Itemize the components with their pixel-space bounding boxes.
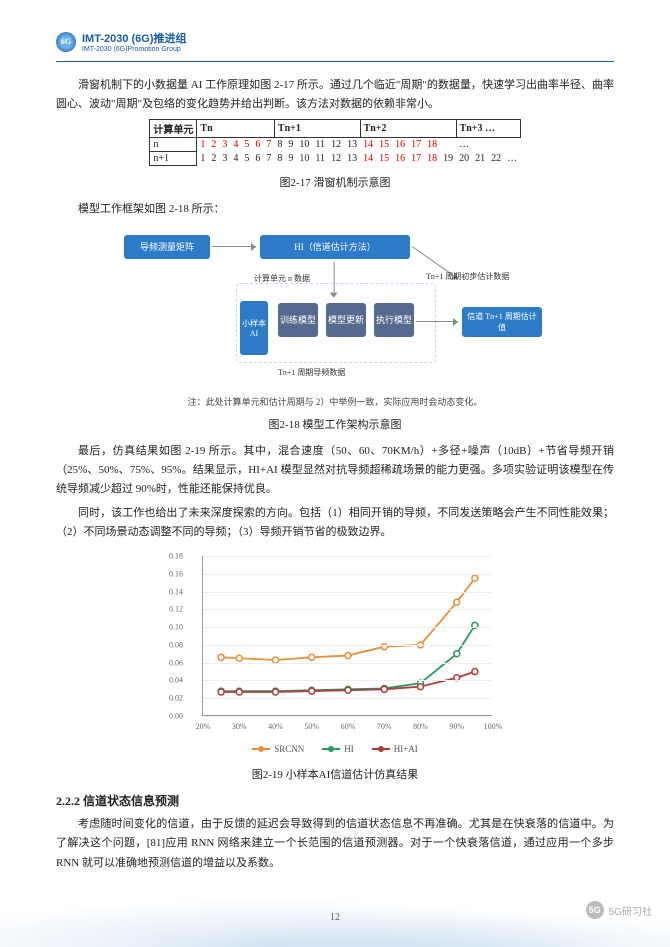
org-subtitle: IMT-2030 (6G)Promotion Group — [82, 46, 187, 53]
page-number: 12 — [0, 912, 670, 923]
node-train: 训练模型 — [278, 303, 318, 337]
para-4: 同时，该工作也给出了未来深度探索的方向。包括（1）相同开销的导频，不同发送策略会… — [56, 504, 614, 543]
flowchart-note: 注：此处计算单元和估计周期与 2）中举例一致，实际应用时会动态变化。 — [56, 395, 614, 408]
label-l2: Tn+1 周期初步估计数据 — [426, 271, 509, 282]
header-logo: 6G IMT-2030 (6G)推进组 IMT-2030 (6G)Promoti… — [56, 30, 614, 53]
caption-2-17: 图2-17 滑窗机制示意图 — [56, 174, 614, 190]
chart-legend: SRCNNHIHI+AI — [160, 744, 510, 754]
arrow-4 — [333, 261, 334, 297]
node-exec: 执行模型 — [374, 303, 414, 337]
header-rule — [56, 61, 614, 62]
node-hi: HI（信道估计方法） — [260, 235, 410, 259]
arrow-2 — [416, 321, 458, 322]
sliding-window-table: 计算单元TnTn+1Tn+2Tn+3 …n1234567891011121314… — [149, 119, 520, 166]
caption-2-19: 图2-19 小样本AI信道估计仿真结果 — [56, 766, 614, 782]
para-5: 考虑随时间变化的信道，由于反馈的延迟会导致得到的信道状态信息不再准确。尤其是在快… — [56, 815, 614, 873]
footer-wave — [0, 867, 670, 947]
wm-text: 5G研习社 — [609, 903, 652, 918]
caption-2-18: 图2-18 模型工作架构示意图 — [56, 416, 614, 432]
label-l3: Tn+1 周期导频数据 — [278, 367, 345, 378]
wm-icon: 5G — [586, 901, 604, 919]
logo-badge: 6G — [56, 32, 76, 52]
org-title: IMT-2030 (6G)推进组 — [82, 30, 187, 46]
section-2-2-2: 2.2.2 信道状态信息预测 — [56, 792, 614, 809]
arrow-1 — [212, 246, 256, 247]
label-l1: 计算单元 n 数据 — [254, 273, 310, 284]
node-update: 模型更新 — [326, 303, 366, 337]
node-output: 信道 Tn+1 周期估计值 — [462, 307, 542, 337]
para-2: 模型工作框架如图 2-18 所示： — [56, 200, 614, 219]
node-fewshot: 小样本AI — [240, 301, 268, 355]
para-1: 滑窗机制下的小数据量 AI 工作原理如图 2-17 所示。通过几个临近"周期"的… — [56, 76, 614, 115]
flowchart-2-18: 导频测量矩阵 HI（信道估计方法） 小样本AI 训练模型 模型更新 执行模型 信… — [120, 223, 550, 393]
node-input: 导频测量矩阵 — [124, 235, 210, 259]
para-3: 最后，仿真结果如图 2-19 所示。其中，混合速度（50、60、70KM/h）+… — [56, 442, 614, 500]
watermark: 5G 5G研习社 — [586, 901, 652, 919]
chart-2-19: 0.000.020.040.060.080.100.120.140.160.18… — [160, 548, 510, 758]
